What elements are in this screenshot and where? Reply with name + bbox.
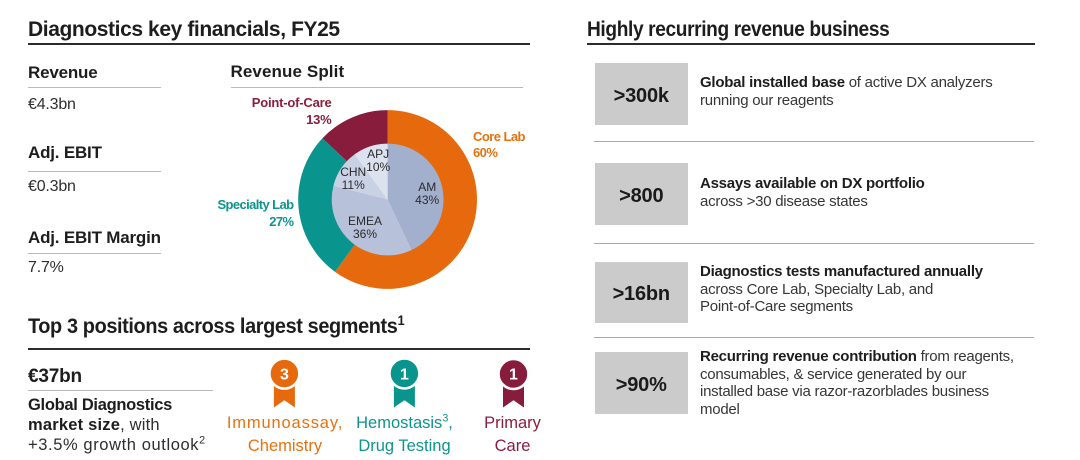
svg-text:1: 1 (400, 367, 409, 384)
svg-text:3: 3 (280, 367, 289, 384)
svg-text:1: 1 (509, 367, 518, 384)
